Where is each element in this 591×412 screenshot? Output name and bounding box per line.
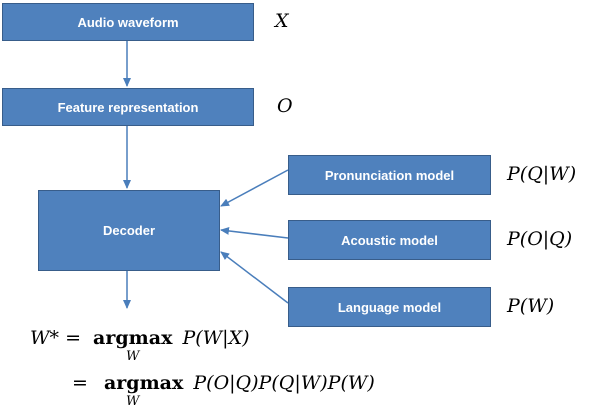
audio-waveform-box: Audio waveform	[2, 3, 254, 41]
equation-line-1-rhs: P(W|X)	[182, 327, 250, 349]
equation-line-2-argmax: argmax	[103, 372, 184, 394]
feature-symbol: O	[277, 95, 293, 117]
equation-line-1-sub: W	[126, 349, 140, 364]
equation-line-1-argmax: argmax	[93, 327, 173, 349]
acoustic-symbol: P(O|Q)	[507, 228, 573, 250]
acoustic-model-box: Acoustic model	[288, 220, 491, 260]
language-model-box: Language model	[288, 287, 491, 327]
arrow-pronunciation-to-decoder	[220, 169, 289, 207]
pronunciation-symbol: P(Q|W)	[507, 163, 577, 185]
pronunciation-model-box: Pronunciation model	[288, 155, 491, 195]
decoder-box: Decoder	[38, 190, 220, 271]
audio-symbol: X	[275, 10, 289, 32]
feature-representation-box: Feature representation	[2, 88, 254, 126]
arrow-language-to-decoder	[220, 251, 289, 304]
equation-line-2: = argmax P(O|Q)P(Q|W)P(W) W	[72, 372, 392, 412]
equation-line-2-lhs: =	[72, 372, 88, 394]
language-symbol: P(W)	[507, 295, 555, 317]
equation-line-1: W* = argmax P(W|X) W	[30, 327, 290, 367]
arrow-acoustic-to-decoder	[220, 226, 289, 239]
equation-line-2-sub: W	[126, 394, 140, 409]
equation-line-1-lhs: W* =	[30, 327, 81, 349]
equation-line-2-rhs: P(O|Q)P(Q|W)P(W)	[193, 372, 375, 394]
